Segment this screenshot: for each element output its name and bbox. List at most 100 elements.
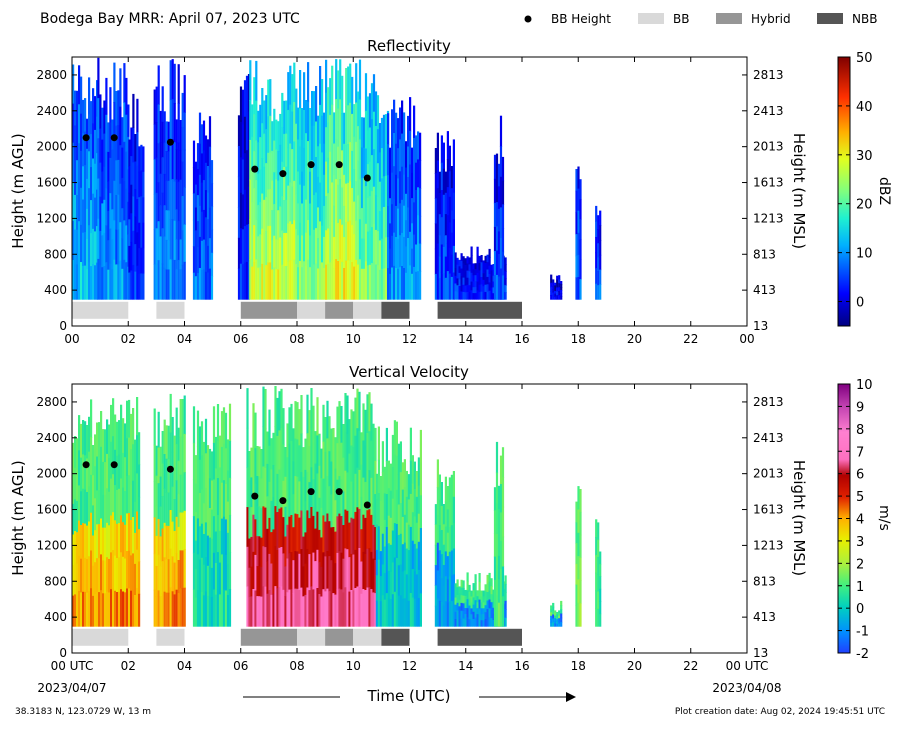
precip-cell [248, 509, 251, 540]
precip-cell [401, 544, 404, 573]
precip-cell [554, 285, 557, 289]
precip-cell [165, 559, 168, 594]
precip-cell [497, 208, 501, 233]
precip-cell [389, 273, 392, 300]
precip-cell [444, 192, 447, 215]
precip-cell [295, 264, 298, 300]
precip-cell [293, 259, 296, 300]
colorbar-tick-label: 50 [856, 51, 873, 66]
precip-cell [126, 475, 129, 514]
precip-cell [377, 559, 380, 594]
precip-cell [462, 277, 465, 286]
precip-cell [74, 436, 77, 469]
precip-cell [401, 199, 404, 234]
precip-cell [358, 219, 362, 260]
precip-cell [415, 496, 418, 524]
precip-cell [250, 447, 253, 478]
precip-cell [271, 210, 274, 241]
precip-cell [301, 203, 304, 236]
precip-cell [444, 526, 447, 552]
precip-cell [92, 228, 95, 265]
precip-cell [280, 507, 283, 548]
y-tick-label-right: 2813 [753, 395, 784, 409]
precip-cell [579, 557, 582, 581]
precip-cell [82, 523, 85, 558]
precip-cell [163, 267, 166, 300]
precip-cell [389, 463, 392, 492]
precip-cell [409, 198, 412, 233]
precip-cell [312, 405, 315, 443]
precip-cell [206, 166, 210, 194]
precip-cell [499, 455, 503, 485]
precip-cell [192, 516, 196, 554]
precip-cell [278, 547, 281, 588]
precip-cell [206, 535, 210, 567]
precip-cell [333, 143, 336, 176]
precip-cell [88, 151, 91, 189]
bb-height-point [363, 501, 371, 509]
precip-cell [501, 506, 505, 538]
precip-cell [468, 612, 471, 620]
precip-cell [329, 188, 332, 226]
precip-cell [355, 259, 358, 300]
precip-cell [111, 149, 114, 180]
precip-cell [128, 192, 131, 220]
precip-cell [212, 589, 216, 627]
precip-cell [192, 406, 196, 444]
precip-cell [468, 292, 471, 300]
y-tick-label: 2000 [36, 467, 67, 481]
precip-cell [378, 269, 382, 300]
precip-cell [304, 532, 307, 565]
precip-cell [198, 493, 202, 527]
precip-cell [200, 489, 204, 525]
precip-cell [97, 218, 100, 260]
precip-cell [401, 489, 404, 518]
precip-cell [102, 593, 105, 627]
precip-cell [256, 536, 259, 567]
precip-cell [395, 174, 398, 207]
precip-cell [345, 145, 348, 185]
legend-bb-height-marker [524, 15, 532, 23]
precip-cell [358, 99, 362, 140]
precip-cell [448, 502, 451, 528]
precip-cell [501, 596, 505, 627]
precip-cell [303, 147, 306, 187]
precip-cell [212, 552, 216, 590]
x-tick-label: 18 [571, 659, 586, 673]
precip-cell [165, 525, 168, 560]
precip-cell [497, 485, 501, 510]
precip-cell [499, 176, 503, 208]
precip-cell [499, 540, 503, 570]
precip-cell [550, 295, 553, 300]
precip-cell [550, 608, 553, 613]
precip-cell [120, 515, 123, 553]
precip-cell [595, 572, 598, 592]
precip-cell [552, 282, 555, 287]
x-tick-label: 08 [289, 659, 304, 673]
precip-cell [96, 153, 99, 191]
precip-cell [327, 87, 330, 124]
precip-cell [254, 412, 257, 449]
precip-region [550, 600, 563, 627]
precip-cell [163, 454, 166, 489]
precip-cell [226, 470, 230, 503]
precip-cell [405, 548, 408, 575]
precip-cell [297, 235, 300, 268]
precip-cell [595, 590, 598, 609]
precip-cell [265, 197, 268, 232]
precip-cell [497, 231, 501, 255]
precip-cell [552, 292, 555, 297]
precip-cell [267, 116, 270, 154]
precip-cell [349, 220, 352, 261]
precip-cell [159, 446, 162, 478]
precip-cell [484, 605, 487, 613]
precip-cell [486, 254, 489, 263]
precip-cell [450, 232, 453, 256]
precip-cell [80, 491, 83, 526]
precip-cell [577, 579, 580, 604]
precip-cell [237, 115, 241, 147]
precip-cell [460, 602, 463, 612]
precip-cell [370, 551, 373, 590]
precip-cell [472, 597, 475, 606]
precip-cell [336, 516, 339, 554]
